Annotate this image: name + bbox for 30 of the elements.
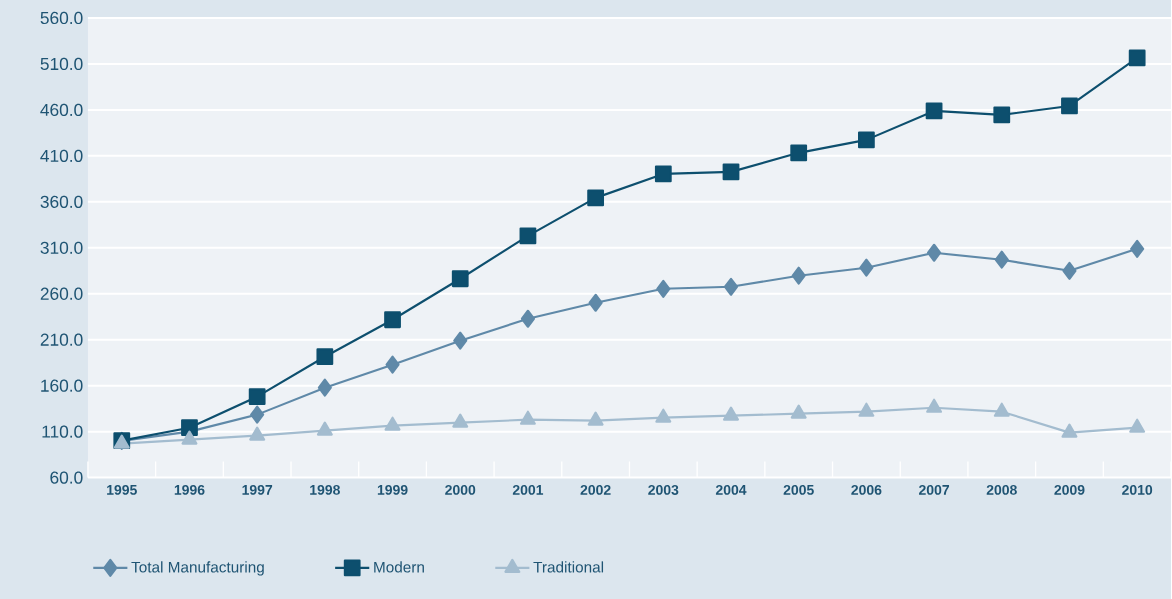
- legend-label: Traditional: [533, 561, 604, 573]
- y-tick-label: 210.0: [40, 333, 83, 346]
- x-tick-label: 2000: [445, 484, 476, 495]
- x-tick-label: 2006: [851, 484, 882, 495]
- x-tick-label: 2001: [512, 484, 544, 495]
- x-tick-label: 1996: [174, 484, 205, 495]
- y-tick-label: 160.0: [41, 379, 83, 392]
- y-tick-label: 560.0: [40, 11, 83, 24]
- x-tick-label: 1998: [310, 484, 340, 495]
- x-tick-label: 2007: [919, 484, 950, 495]
- x-tick-label: 2005: [783, 484, 814, 495]
- y-tick-label: 460.0: [40, 103, 83, 116]
- y-tick-label: 110.0: [42, 425, 83, 438]
- y-tick-label: 310.0: [40, 241, 83, 254]
- x-tick-label: 2002: [580, 484, 611, 495]
- x-tick-label: 1995: [107, 484, 137, 495]
- x-tick-label: 2010: [1122, 484, 1153, 495]
- y-tick-label: 410.0: [40, 149, 83, 162]
- y-tick-label: 510.0: [40, 57, 83, 70]
- y-tick-label: 260.0: [40, 287, 83, 300]
- y-tick-label: 360.0: [40, 195, 83, 208]
- y-tick-label: 60.0: [50, 471, 83, 484]
- x-tick-label: 2008: [986, 484, 1017, 495]
- x-tick-label: 2003: [648, 484, 679, 495]
- x-tick-label: 1999: [377, 484, 408, 495]
- legend-label: Total Manufacturing: [131, 561, 264, 576]
- x-tick-label: 2009: [1054, 484, 1085, 495]
- legend-label: Modern: [374, 561, 424, 573]
- x-tick-label: 1997: [242, 484, 273, 495]
- x-tick-label: 2004: [715, 484, 747, 495]
